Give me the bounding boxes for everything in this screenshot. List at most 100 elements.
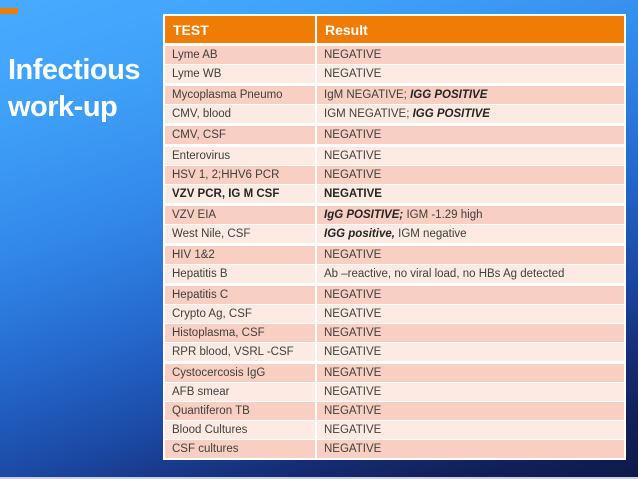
result-column-header: Result — [316, 15, 625, 46]
table-row: HIV 1&2 NEGATIVE — [164, 243, 625, 265]
test-cell: Cystocercosis IgG — [164, 361, 317, 383]
bottom-strip — [0, 477, 638, 479]
result-text: NEGATIVE — [324, 249, 382, 261]
result-text: NEGATIVE — [324, 308, 382, 320]
result-text: IGM NEGATIVE; — [324, 108, 413, 120]
result-text: NEGATIVE — [324, 367, 382, 379]
result-text: NEGATIVE — [324, 188, 382, 200]
result-cell: NEGATIVE — [316, 165, 625, 185]
test-cell: CMV, CSF — [164, 123, 317, 146]
result-cell: NEGATIVE — [316, 439, 625, 459]
result-cell: NEGATIVE — [316, 283, 625, 305]
table-row: RPR blood, VSRL -CSF NEGATIVE — [164, 342, 625, 363]
result-cell: NEGATIVE — [316, 44, 625, 65]
result-cell: NEGATIVE — [316, 382, 625, 402]
result-cell: IgG POSITIVE; IGM -1.29 high — [316, 203, 625, 225]
table-row: Histoplasma, CSF NEGATIVE — [164, 323, 625, 343]
table-row: VZV PCR, IG M CSF NEGATIVE — [164, 184, 625, 205]
table-row: Mycoplasma Pneumo IgM NEGATIVE; IGG POSIT… — [164, 83, 625, 105]
result-cell: NEGATIVE — [316, 401, 625, 421]
table-row: Lyme WB NEGATIVE — [164, 64, 625, 85]
test-cell: Mycoplasma Pneumo — [164, 83, 317, 105]
result-emphasis-text: IGG POSITIVE — [412, 108, 490, 120]
result-text: NEGATIVE — [324, 424, 382, 436]
result-cell: NEGATIVE — [316, 184, 625, 205]
table-row: CSF cultures NEGATIVE — [164, 439, 625, 459]
result-cell: NEGATIVE — [316, 323, 625, 343]
result-cell: NEGATIVE — [316, 243, 625, 265]
result-text: NEGATIVE — [324, 346, 382, 358]
table-row: VZV EIA IgG POSITIVE; IGM -1.29 high — [164, 203, 625, 225]
result-cell: Ab –reactive, no viral load, no HBs Ag d… — [316, 264, 625, 285]
result-text: NEGATIVE — [324, 169, 382, 181]
result-cell: IGM NEGATIVE; IGG POSITIVE — [316, 104, 625, 125]
title-line-1: Infectious — [8, 54, 140, 86]
result-cell: NEGATIVE — [316, 304, 625, 324]
table-header-row: TEST Result — [164, 15, 625, 46]
table-body: Lyme AB NEGATIVE Lyme WB NEGATIVE Mycoplasma… — [164, 44, 625, 459]
test-cell: CMV, blood — [164, 104, 317, 125]
result-emphasis-text: IgG POSITIVE; — [324, 209, 407, 221]
test-cell: VZV PCR, IG M CSF — [164, 184, 317, 205]
table-row: Hepatitis C NEGATIVE — [164, 283, 625, 305]
table-row: AFB smear NEGATIVE — [164, 382, 625, 402]
test-column-header: TEST — [164, 15, 317, 46]
test-cell: Histoplasma, CSF — [164, 323, 317, 343]
top-left-accent-bar — [0, 8, 18, 14]
table-row: Lyme AB NEGATIVE — [164, 44, 625, 65]
result-text: NEGATIVE — [324, 49, 382, 61]
result-cell: NEGATIVE — [316, 342, 625, 363]
result-text: IGM -1.29 high — [406, 209, 483, 221]
table-row: Blood Cultures NEGATIVE — [164, 420, 625, 440]
table-row: Quantiferon TB NEGATIVE — [164, 401, 625, 421]
result-text: NEGATIVE — [324, 405, 382, 417]
result-text: NEGATIVE — [324, 289, 382, 301]
test-cell: HIV 1&2 — [164, 243, 317, 265]
table-row: CMV, blood IGM NEGATIVE; IGG POSITIVE — [164, 104, 625, 125]
result-cell: IGG positive, IGM negative — [316, 224, 625, 245]
result-cell: IgM NEGATIVE; IGG POSITIVE — [316, 83, 625, 105]
test-cell: Crypto Ag, CSF — [164, 304, 317, 324]
result-cell: NEGATIVE — [316, 420, 625, 440]
result-emphasis-text: IGG POSITIVE — [410, 89, 488, 101]
test-cell: RPR blood, VSRL -CSF — [164, 342, 317, 363]
test-cell: Blood Cultures — [164, 420, 317, 440]
result-emphasis-text: IGG positive, — [324, 228, 399, 240]
result-text: IGM negative — [398, 228, 467, 240]
slide-title: Infectious work-up — [8, 52, 140, 126]
result-text: NEGATIVE — [324, 129, 382, 141]
result-cell: NEGATIVE — [316, 123, 625, 146]
test-cell: Enterovirus — [164, 144, 317, 166]
results-table-container: TEST Result Lyme AB NEGATIVE Lyme WB NEGATI… — [163, 14, 626, 460]
result-text: NEGATIVE — [324, 443, 382, 455]
table-row: HSV 1, 2;HHV6 PCR NEGATIVE — [164, 165, 625, 185]
table-row: Enterovirus NEGATIVE — [164, 144, 625, 166]
result-text: Ab –reactive, no viral load, no HBs Ag d… — [324, 268, 565, 280]
result-text: NEGATIVE — [324, 327, 382, 339]
table-row: Cystocercosis IgG NEGATIVE — [164, 361, 625, 383]
title-line-2: work-up — [8, 91, 118, 123]
test-cell: HSV 1, 2;HHV6 PCR — [164, 165, 317, 185]
result-text: IgM NEGATIVE; — [324, 89, 411, 101]
test-cell: VZV EIA — [164, 203, 317, 225]
result-text: NEGATIVE — [324, 386, 382, 398]
result-text: NEGATIVE — [324, 150, 382, 162]
table-row: CMV, CSF NEGATIVE — [164, 123, 625, 146]
table-row: Crypto Ag, CSF NEGATIVE — [164, 304, 625, 324]
test-cell: AFB smear — [164, 382, 317, 402]
test-cell: CSF cultures — [164, 439, 317, 459]
test-cell: Hepatitis B — [164, 264, 317, 285]
result-cell: NEGATIVE — [316, 64, 625, 85]
result-text: NEGATIVE — [324, 68, 382, 80]
results-table: TEST Result Lyme AB NEGATIVE Lyme WB NEGATI… — [163, 14, 626, 460]
result-cell: NEGATIVE — [316, 144, 625, 166]
test-cell: Hepatitis C — [164, 283, 317, 305]
table-row: Hepatitis B Ab –reactive, no viral load, … — [164, 264, 625, 285]
test-cell: West Nile, CSF — [164, 224, 317, 245]
result-cell: NEGATIVE — [316, 361, 625, 383]
test-cell: Lyme WB — [164, 64, 317, 85]
test-cell: Lyme AB — [164, 44, 317, 65]
table-row: West Nile, CSF IGG positive, IGM negative — [164, 224, 625, 245]
test-cell: Quantiferon TB — [164, 401, 317, 421]
